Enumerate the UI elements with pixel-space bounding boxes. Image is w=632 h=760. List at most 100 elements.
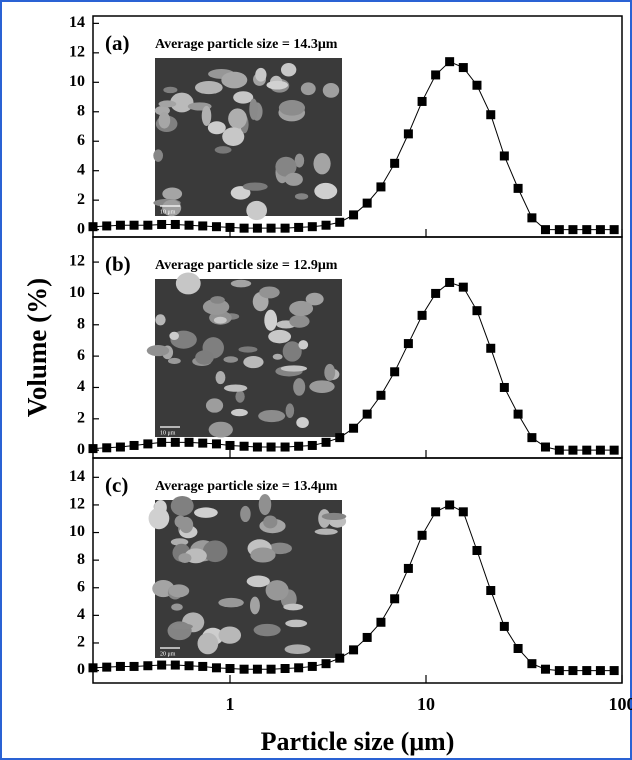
marker bbox=[184, 661, 194, 671]
y-tick-label: 12 bbox=[69, 44, 85, 61]
marker bbox=[390, 158, 400, 168]
particle bbox=[223, 384, 248, 392]
marker bbox=[458, 282, 468, 292]
marker bbox=[115, 220, 125, 230]
marker bbox=[362, 632, 372, 642]
marker bbox=[458, 63, 468, 73]
particle bbox=[153, 149, 164, 162]
marker bbox=[513, 643, 523, 653]
particle bbox=[221, 71, 248, 89]
particle bbox=[168, 584, 190, 598]
marker bbox=[321, 659, 331, 669]
x-tick-label: 100 bbox=[609, 694, 632, 714]
particle bbox=[275, 156, 297, 177]
marker bbox=[211, 663, 221, 673]
marker bbox=[527, 213, 537, 223]
marker bbox=[294, 441, 304, 451]
scale-label: 10 μm bbox=[160, 430, 176, 436]
panel-label: (b) bbox=[105, 252, 131, 276]
y-tick-label: 14 bbox=[69, 468, 85, 485]
marker bbox=[486, 586, 496, 596]
marker bbox=[225, 222, 235, 232]
marker bbox=[554, 666, 564, 676]
marker bbox=[225, 440, 235, 450]
y-tick-label: 0 bbox=[77, 441, 85, 458]
marker bbox=[239, 441, 249, 451]
marker bbox=[568, 666, 578, 676]
marker bbox=[595, 225, 605, 235]
marker bbox=[486, 110, 496, 120]
marker bbox=[513, 409, 523, 419]
marker bbox=[143, 220, 153, 230]
particle bbox=[158, 100, 177, 108]
y-tick-label: 12 bbox=[69, 253, 85, 270]
particle bbox=[284, 644, 311, 655]
marker bbox=[321, 437, 331, 447]
particle bbox=[194, 80, 223, 95]
marker bbox=[252, 442, 262, 452]
particle bbox=[289, 314, 310, 328]
marker bbox=[582, 225, 592, 235]
particle bbox=[178, 553, 192, 563]
y-tick-label: 6 bbox=[77, 347, 85, 364]
particle bbox=[162, 199, 182, 217]
marker bbox=[431, 288, 441, 298]
marker bbox=[266, 442, 276, 452]
marker bbox=[403, 339, 413, 349]
marker bbox=[252, 223, 262, 233]
particle bbox=[238, 346, 258, 353]
marker bbox=[417, 530, 427, 540]
marker bbox=[280, 223, 290, 233]
particle bbox=[264, 309, 278, 331]
marker bbox=[445, 500, 455, 510]
marker bbox=[88, 663, 98, 673]
particle bbox=[305, 292, 324, 306]
particle bbox=[321, 512, 347, 520]
marker bbox=[294, 222, 304, 232]
marker bbox=[527, 433, 537, 443]
marker bbox=[499, 382, 509, 392]
marker bbox=[376, 390, 386, 400]
particle bbox=[208, 421, 233, 438]
marker bbox=[486, 343, 496, 353]
marker bbox=[157, 660, 167, 670]
x-axis-label: Particle size (μm) bbox=[261, 727, 455, 756]
particle bbox=[214, 146, 232, 154]
marker bbox=[157, 437, 167, 447]
marker bbox=[390, 594, 400, 604]
marker bbox=[115, 442, 125, 452]
particle bbox=[250, 547, 276, 563]
particle bbox=[285, 619, 308, 628]
y-tick-label: 2 bbox=[77, 191, 85, 208]
marker bbox=[390, 367, 400, 377]
particle bbox=[235, 390, 245, 403]
particle bbox=[218, 626, 242, 644]
marker bbox=[376, 617, 386, 627]
particle bbox=[263, 515, 278, 529]
marker bbox=[129, 440, 139, 450]
marker bbox=[307, 661, 317, 671]
particle bbox=[242, 182, 268, 191]
particle bbox=[146, 345, 170, 357]
marker bbox=[349, 423, 359, 433]
panel-label: (a) bbox=[105, 31, 130, 55]
marker bbox=[280, 664, 290, 674]
marker bbox=[568, 225, 578, 235]
particle bbox=[266, 80, 289, 90]
y-tick-label: 8 bbox=[77, 102, 85, 119]
marker bbox=[527, 659, 537, 669]
particle bbox=[194, 507, 218, 518]
marker bbox=[252, 664, 262, 674]
marker bbox=[349, 210, 359, 220]
particle bbox=[280, 63, 297, 77]
particle bbox=[309, 380, 335, 393]
marker bbox=[280, 442, 290, 452]
particle bbox=[294, 193, 309, 200]
marker bbox=[239, 664, 249, 674]
marker bbox=[445, 277, 455, 287]
y-tick-label: 0 bbox=[77, 220, 85, 237]
marker bbox=[307, 440, 317, 450]
particle bbox=[202, 298, 230, 315]
particle bbox=[179, 516, 194, 534]
